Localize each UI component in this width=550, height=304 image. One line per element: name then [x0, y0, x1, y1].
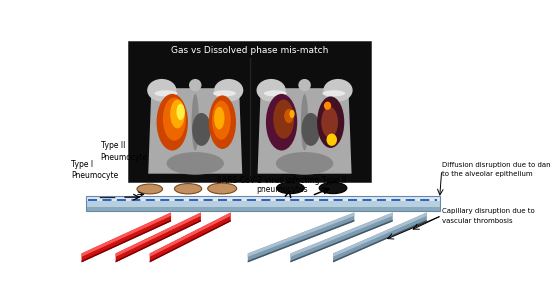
Text: Gas vs Dissolved phase mis-match: Gas vs Dissolved phase mis-match: [171, 46, 328, 55]
Ellipse shape: [289, 110, 295, 118]
Polygon shape: [290, 212, 393, 257]
Ellipse shape: [192, 113, 211, 146]
Ellipse shape: [191, 94, 199, 150]
Ellipse shape: [163, 98, 186, 141]
Ellipse shape: [212, 101, 231, 140]
Polygon shape: [257, 88, 351, 174]
Ellipse shape: [208, 183, 236, 194]
FancyBboxPatch shape: [86, 202, 439, 206]
Ellipse shape: [214, 107, 224, 130]
FancyBboxPatch shape: [86, 196, 439, 202]
Polygon shape: [116, 212, 201, 262]
Ellipse shape: [157, 94, 188, 150]
Ellipse shape: [214, 79, 243, 102]
Ellipse shape: [177, 104, 185, 120]
Ellipse shape: [319, 182, 347, 194]
Text: to the alveolar epithelium: to the alveolar epithelium: [442, 171, 532, 177]
Text: pneumocytes: pneumocytes: [256, 185, 307, 195]
Polygon shape: [333, 220, 427, 262]
Ellipse shape: [137, 184, 163, 194]
Polygon shape: [150, 212, 231, 262]
Ellipse shape: [321, 107, 338, 138]
Ellipse shape: [213, 90, 236, 96]
Ellipse shape: [277, 182, 304, 194]
Text: Pneumocyte: Pneumocyte: [71, 171, 118, 181]
Ellipse shape: [322, 90, 345, 96]
Ellipse shape: [256, 79, 286, 102]
Polygon shape: [116, 212, 201, 257]
Polygon shape: [150, 220, 231, 262]
Polygon shape: [81, 212, 171, 262]
Polygon shape: [290, 212, 393, 262]
Text: Type II: Type II: [101, 141, 125, 150]
Polygon shape: [81, 220, 171, 262]
Text: vascular thrombosis: vascular thrombosis: [442, 218, 513, 224]
Polygon shape: [248, 220, 354, 262]
Polygon shape: [333, 212, 427, 257]
Ellipse shape: [284, 109, 294, 123]
Ellipse shape: [298, 79, 311, 91]
Ellipse shape: [273, 99, 294, 139]
Ellipse shape: [276, 152, 333, 175]
Ellipse shape: [174, 184, 202, 194]
Ellipse shape: [266, 94, 297, 150]
Polygon shape: [333, 212, 427, 262]
Ellipse shape: [189, 79, 201, 91]
Polygon shape: [248, 212, 354, 262]
Ellipse shape: [317, 96, 344, 148]
Text: Type I: Type I: [71, 160, 93, 169]
Polygon shape: [290, 220, 393, 262]
Ellipse shape: [155, 90, 178, 96]
Polygon shape: [116, 220, 201, 262]
Polygon shape: [81, 212, 171, 257]
Text: Capillary disruption due to: Capillary disruption due to: [442, 208, 535, 214]
Ellipse shape: [323, 79, 353, 102]
Ellipse shape: [170, 99, 185, 128]
FancyBboxPatch shape: [129, 41, 371, 181]
Ellipse shape: [167, 152, 224, 175]
FancyBboxPatch shape: [86, 206, 439, 211]
Polygon shape: [150, 212, 231, 257]
Ellipse shape: [301, 94, 308, 150]
Polygon shape: [248, 212, 354, 257]
Ellipse shape: [324, 102, 331, 110]
Ellipse shape: [209, 95, 236, 149]
Text: Pneumocyte: Pneumocyte: [101, 153, 148, 162]
Ellipse shape: [301, 113, 320, 146]
Ellipse shape: [147, 79, 177, 102]
Polygon shape: [148, 88, 242, 174]
Ellipse shape: [327, 133, 337, 146]
Text: SARS-CoV-2 virus infecting Type II: SARS-CoV-2 virus infecting Type II: [217, 176, 346, 185]
Text: Diffusion disruption due to damage: Diffusion disruption due to damage: [442, 161, 550, 168]
Ellipse shape: [264, 90, 287, 96]
